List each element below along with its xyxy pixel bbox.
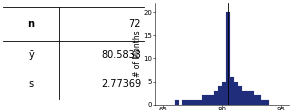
Bar	[190, 100, 194, 104]
Y-axis label: # of Months: # of Months	[133, 31, 142, 77]
Bar	[206, 95, 210, 104]
Bar	[258, 95, 261, 104]
Text: 2.77369: 2.77369	[101, 79, 141, 89]
Bar	[218, 86, 222, 104]
Bar	[238, 86, 242, 104]
Bar	[226, 13, 230, 104]
Bar	[230, 77, 234, 104]
Bar	[182, 100, 186, 104]
Bar	[175, 100, 178, 104]
Bar	[210, 95, 214, 104]
Text: ȳ: ȳ	[28, 50, 34, 60]
Bar	[222, 82, 226, 104]
Text: s: s	[29, 79, 34, 89]
Bar	[234, 82, 238, 104]
Bar	[198, 100, 202, 104]
Bar	[202, 95, 206, 104]
Bar	[261, 100, 265, 104]
Text: 72: 72	[128, 19, 141, 29]
Bar	[242, 91, 246, 104]
Bar	[214, 91, 218, 104]
Bar	[250, 91, 253, 104]
Text: 80.5833: 80.5833	[101, 50, 141, 60]
Text: n: n	[28, 19, 35, 29]
Bar	[265, 100, 269, 104]
Bar	[186, 100, 190, 104]
Bar	[253, 95, 258, 104]
Bar	[194, 100, 198, 104]
Bar	[246, 91, 250, 104]
